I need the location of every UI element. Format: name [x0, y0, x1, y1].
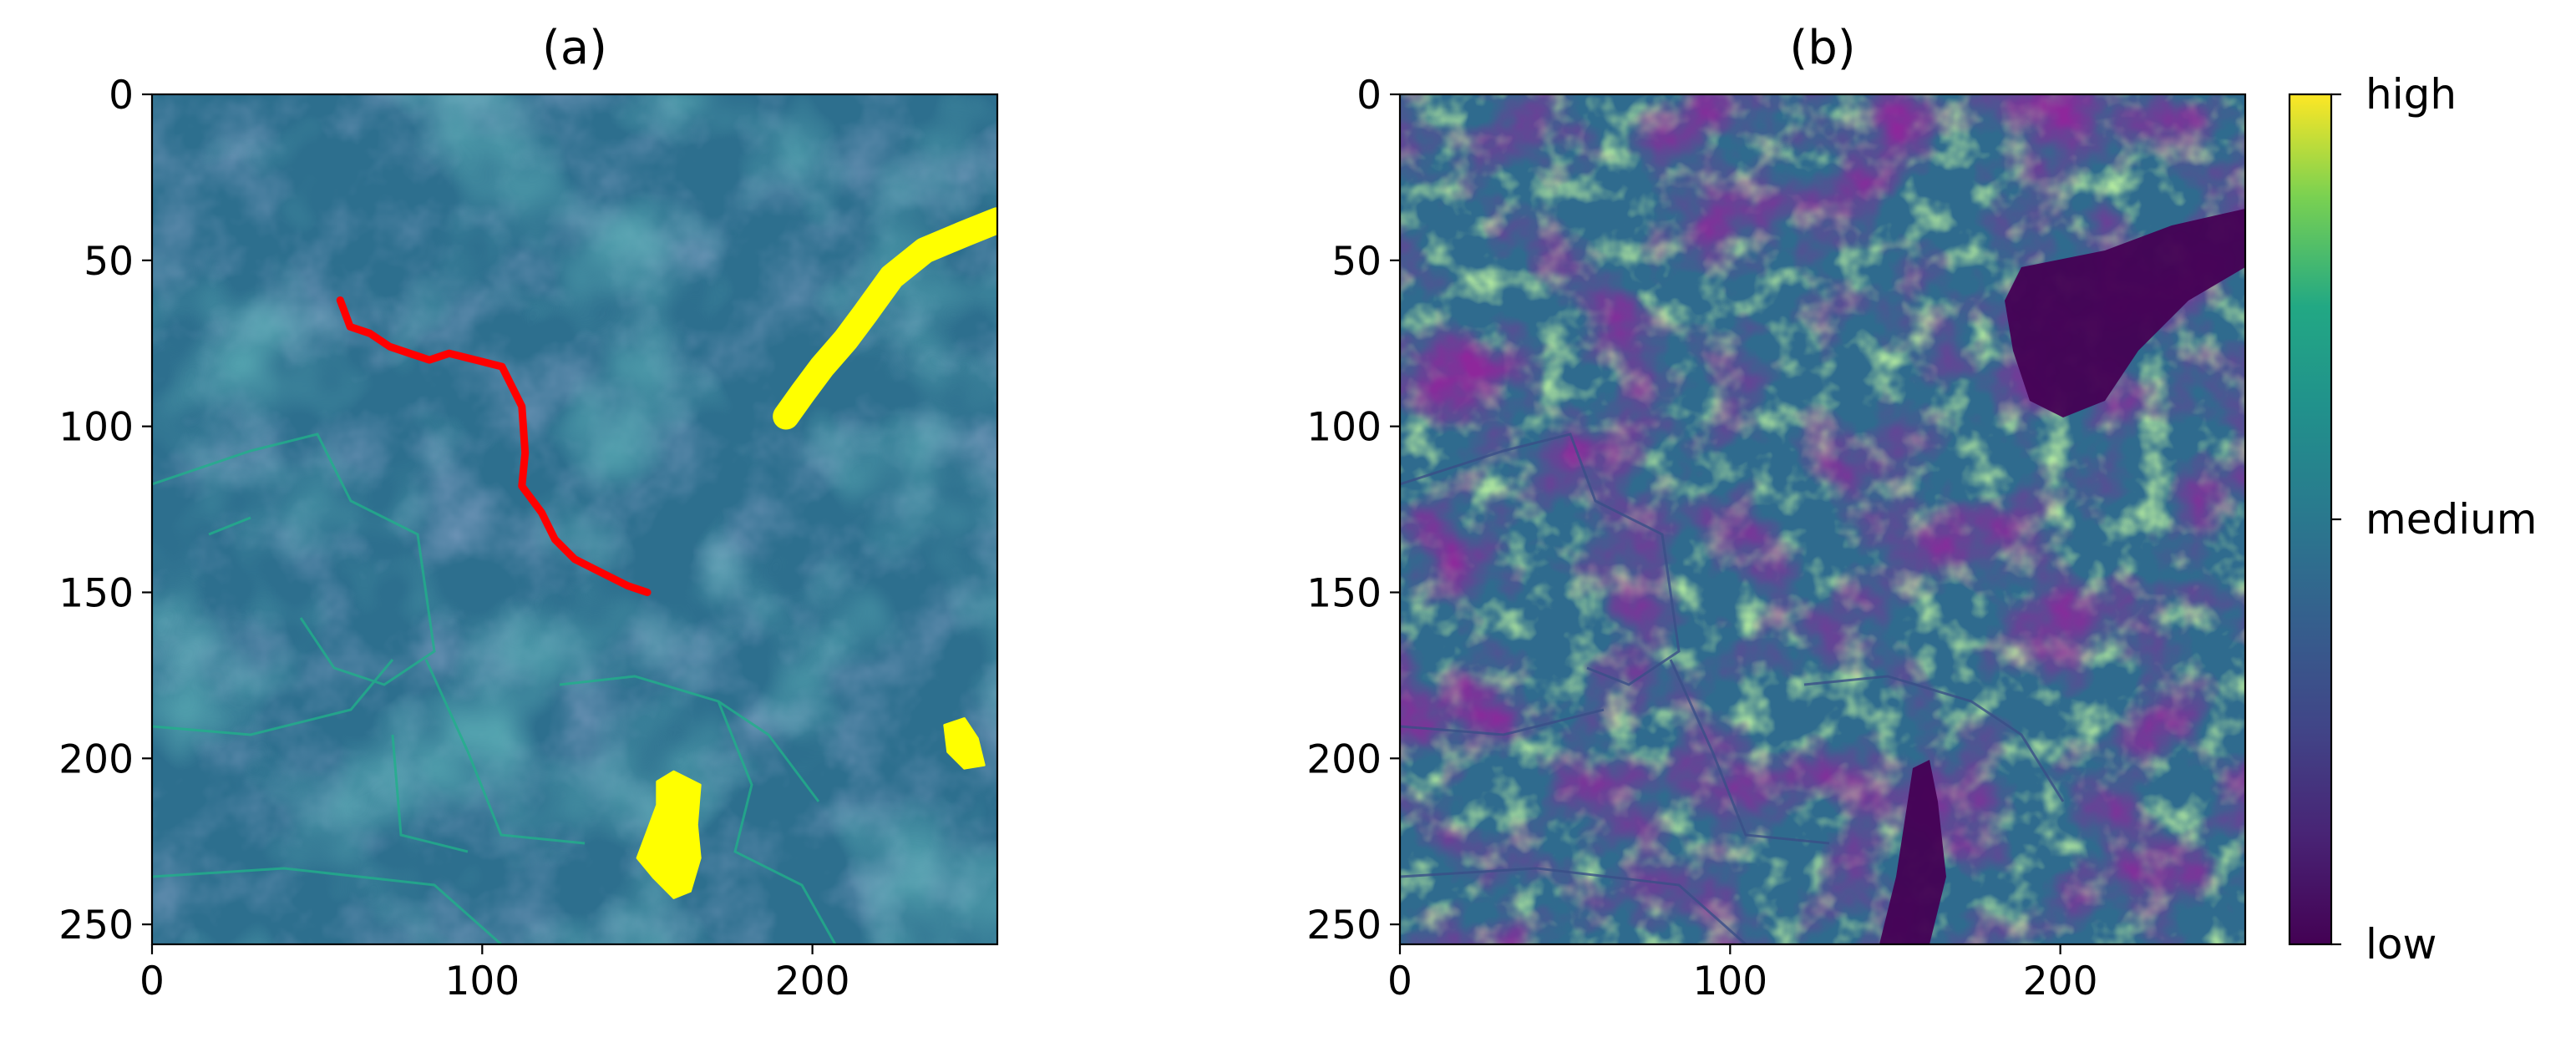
- x-tick-label-a-2: 200: [775, 959, 850, 1004]
- y-tick-label-b-0: 0: [1356, 73, 1382, 119]
- dark-region-lake: [2005, 209, 2245, 417]
- colorbar-label-high: high: [2366, 70, 2457, 119]
- y-tick-label-a-1: 50: [84, 239, 134, 285]
- dark-region-south: [1879, 760, 1946, 944]
- y-tick-label-b-1: 50: [1331, 239, 1382, 285]
- panel-b-x-axis: 0 100 200: [1387, 944, 2097, 1004]
- panel-a-title: (a): [542, 21, 607, 75]
- y-tick-label-b-2: 100: [1306, 405, 1382, 451]
- panel-a-x-axis: 0 100 200: [139, 944, 849, 1004]
- panel-a: (a) 0 100 200 0 50 100 150 200 250: [58, 21, 999, 1004]
- panel-b-image: [1400, 94, 2245, 944]
- y-tick-label-a-2: 100: [58, 405, 134, 451]
- x-tick-label-a-1: 100: [444, 959, 520, 1004]
- y-tick-label-b-3: 150: [1306, 570, 1382, 616]
- region-boundaries: [152, 432, 837, 944]
- x-tick-label-a-0: 0: [139, 959, 165, 1004]
- panel-b-y-axis: 0 50 100 150 200 250: [1306, 73, 1400, 948]
- annotation-overlays: [336, 207, 997, 899]
- overlay-band-1: [773, 207, 997, 430]
- colorbar-label-low: low: [2366, 920, 2437, 969]
- overlay-blob-2: [636, 770, 702, 899]
- colorbar-label-medium: medium: [2366, 495, 2538, 544]
- y-tick-label-a-0: 0: [109, 73, 134, 119]
- x-tick-label-b-1: 100: [1692, 959, 1767, 1004]
- panel-b-frame: [1398, 93, 2247, 946]
- y-tick-label-a-3: 150: [58, 570, 134, 616]
- colorbar-gradient: [2288, 93, 2333, 946]
- y-tick-label-b-4: 200: [1306, 736, 1382, 782]
- panel-a-image: [152, 94, 997, 944]
- x-tick-label-b-0: 0: [1387, 959, 1412, 1004]
- panel-b-title: (b): [1789, 21, 1855, 75]
- y-tick-label-b-5: 250: [1306, 903, 1382, 948]
- colorbar: high medium low: [2288, 70, 2538, 969]
- x-tick-label-b-2: 200: [2023, 959, 2098, 1004]
- y-tick-label-a-5: 250: [58, 903, 134, 948]
- region-boundaries-b: [1400, 432, 2065, 944]
- panel-a-y-axis: 0 50 100 150 200 250: [58, 73, 152, 948]
- panel-b: (b) 0 100 200 0 50 100 150 200 250 high medium …: [1306, 21, 2537, 1004]
- y-tick-label-a-4: 200: [58, 736, 134, 782]
- overlay-path-0: [336, 296, 652, 596]
- panel-a-frame: [150, 93, 999, 946]
- overlay-blob-3: [943, 717, 986, 770]
